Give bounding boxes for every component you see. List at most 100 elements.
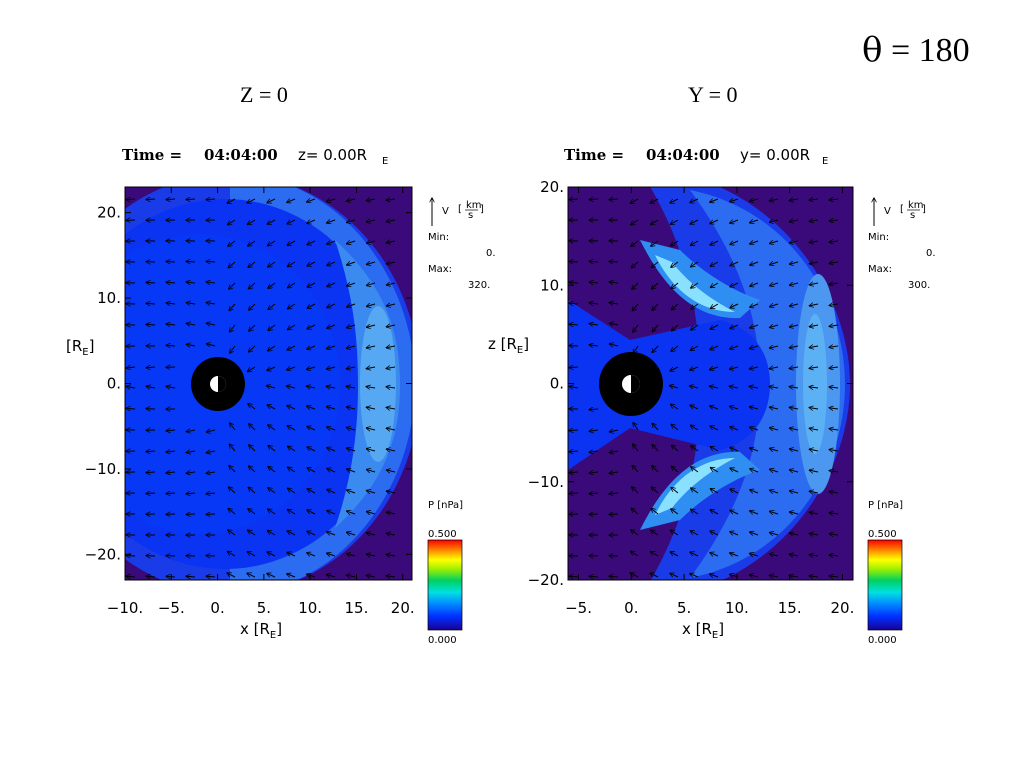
right-velocity-arrow [829, 534, 839, 535]
left-panel: Time = 04:04:00 z= 0.00R E −10. −5. 0. 5. 10… [66, 146, 496, 646]
right-velocity-arrow [669, 385, 679, 388]
right-velocity-arrow [809, 220, 819, 221]
right-velocity-arrow [829, 241, 839, 242]
right-velocity-arrow [632, 282, 639, 289]
left-velocity-arrow [228, 487, 236, 494]
left-x-tick-label: 20. [391, 599, 415, 617]
right-velocity-arrow [749, 575, 759, 577]
left-velocity-arrow [366, 554, 376, 556]
left-vector-unit-den: s [468, 210, 473, 221]
left-velocity-arrow [327, 304, 336, 308]
right-velocity-arrow [769, 554, 779, 556]
right-velocity-arrow [589, 282, 599, 283]
right-vector-symbol: V [884, 206, 891, 217]
right-velocity-arrow [651, 487, 659, 494]
right-velocity-arrow [569, 282, 579, 283]
right-velocity-arrow [789, 576, 799, 577]
left-velocity-arrow [229, 324, 236, 332]
left-velocity-arrow [307, 531, 316, 536]
right-velocity-arrow [769, 428, 779, 430]
right-velocity-arrow [829, 220, 839, 221]
right-velocity-arrow [789, 262, 799, 264]
right-velocity-arrow [769, 533, 779, 535]
right-velocity-arrow [609, 303, 619, 304]
left-velocity-arrow [126, 386, 136, 388]
right-velocity-arrow [789, 470, 799, 472]
right-velocity-arrow [651, 508, 659, 515]
right-velocity-arrow [710, 406, 719, 409]
right-max-value: 300. [908, 280, 930, 291]
right-velocity-arrow [729, 199, 739, 202]
right-velocity-arrow [769, 283, 779, 286]
right-velocity-arrow [670, 530, 679, 536]
left-velocity-arrow [186, 576, 196, 577]
right-velocity-arrow [750, 448, 759, 451]
left-velocity-arrow [206, 261, 216, 262]
right-velocity-arrow [809, 304, 819, 306]
left-velocity-arrow [386, 533, 396, 535]
left-velocity-arrow [186, 323, 196, 325]
right-velocity-arrow [652, 324, 659, 332]
right-velocity-arrow [730, 346, 739, 349]
right-velocity-arrow [829, 429, 839, 430]
left-velocity-arrow [386, 512, 396, 514]
left-velocity-arrow [146, 576, 156, 577]
right-velocity-arrow [730, 427, 739, 430]
left-velocity-arrow [346, 346, 356, 348]
right-velocity-arrow [829, 576, 839, 577]
left-velocity-arrow [366, 283, 376, 286]
right-velocity-arrow [750, 304, 759, 307]
left-velocity-arrow [386, 346, 396, 348]
left-velocity-arrow [347, 262, 356, 265]
left-velocity-arrow [326, 199, 336, 202]
right-velocity-arrow [730, 553, 739, 556]
right-colorbar-title: P [nPa] [868, 500, 903, 511]
left-velocity-arrow [386, 428, 396, 430]
right-velocity-arrow [690, 219, 699, 224]
right-velocity-arrow [671, 509, 679, 515]
left-velocity-arrow [287, 282, 296, 288]
left-velocity-arrow [229, 303, 236, 311]
left-velocity-arrow [287, 467, 296, 473]
right-velocity-arrow [829, 346, 839, 347]
left-velocity-arrow [287, 488, 296, 494]
right-velocity-arrow [609, 472, 619, 473]
right-velocity-arrow [769, 304, 779, 307]
right-velocity-arrow [691, 303, 699, 309]
left-velocity-arrow [186, 451, 196, 453]
left-velocity-arrow [287, 426, 296, 431]
left-velocity-arrow [146, 324, 156, 325]
left-velocity-arrow [327, 448, 336, 451]
left-velocity-arrow [386, 470, 396, 472]
right-velocity-arrow [750, 241, 759, 244]
right-velocity-arrow [691, 446, 699, 452]
right-velocity-arrow [671, 424, 679, 431]
left-velocity-arrow [248, 487, 256, 494]
right-velocity-arrow [809, 367, 819, 368]
left-velocity-arrow [186, 303, 196, 304]
right-velocity-arrow [651, 282, 659, 289]
right-velocity-arrow [609, 282, 619, 283]
right-velocity-arrow [789, 491, 799, 493]
right-velocity-arrow [750, 469, 759, 472]
right-velocity-arrow [589, 261, 599, 262]
right-velocity-arrow [829, 492, 839, 493]
left-x-tick-label: −10. [107, 599, 143, 617]
left-velocity-arrow [386, 367, 396, 368]
right-velocity-arrow [671, 303, 679, 310]
right-velocity-arrow [710, 467, 719, 473]
plots-canvas: Time = 04:04:00 z= 0.00R E −10. −5. 0. 5. 10… [66, 146, 936, 646]
left-velocity-arrow [327, 489, 336, 493]
right-velocity-arrow [809, 283, 819, 285]
right-velocity-arrow [652, 303, 659, 311]
left-coord-sub: E [382, 156, 388, 167]
right-velocity-arrow [789, 325, 799, 327]
right-y-tick-label: 20. [540, 178, 564, 196]
right-velocity-arrow [789, 346, 799, 348]
right-velocity-arrow [730, 510, 739, 515]
right-velocity-arrow [631, 261, 639, 268]
left-velocity-arrow [306, 367, 316, 370]
right-velocity-arrow [730, 303, 739, 308]
left-velocity-arrow [327, 283, 336, 287]
left-velocity-arrow [326, 346, 336, 349]
